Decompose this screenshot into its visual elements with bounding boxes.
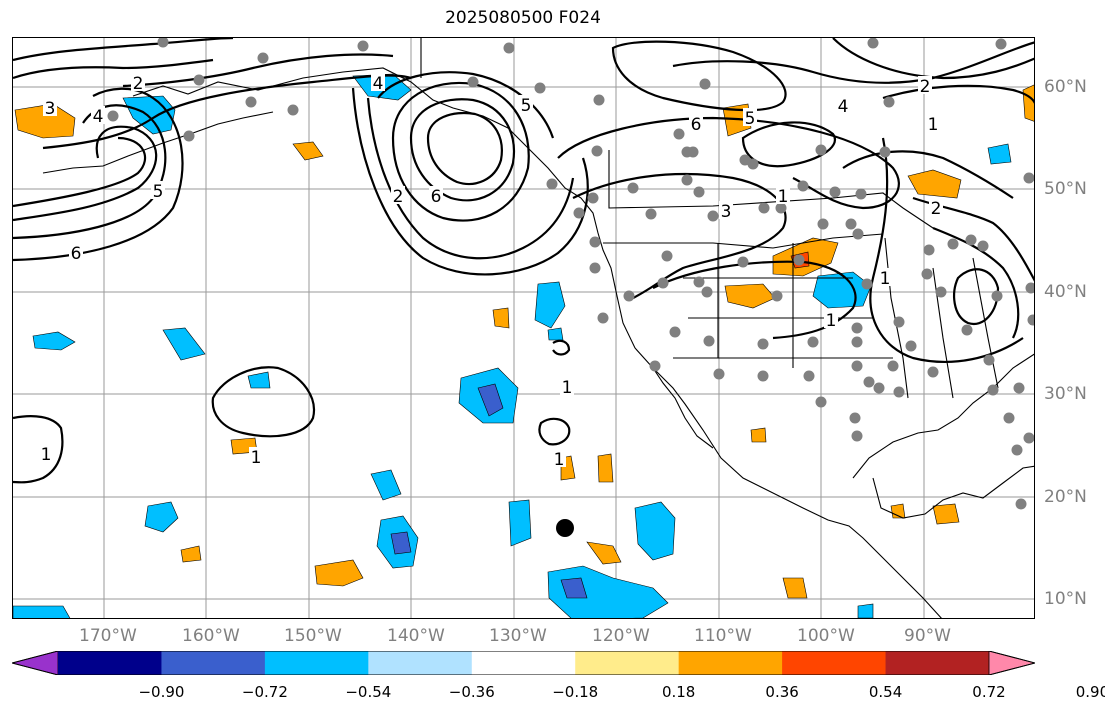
map-panel: 3 4 2 4 5 6 5 4 2 1 5 2 6 3 1 2 6 1 1 1 1 1 1 — [12, 37, 1035, 619]
colorbar-segment — [368, 651, 473, 675]
contour-label-bg — [743, 108, 757, 126]
contour-label-bg — [776, 186, 790, 204]
lon-label: 140°W — [387, 626, 445, 646]
contour-label: 4 — [838, 97, 849, 117]
contour-label: 1 — [880, 269, 891, 289]
contour-label: 1 — [778, 187, 789, 207]
contour-label: 1 — [562, 378, 573, 398]
contour-label: 5 — [153, 182, 164, 202]
colorbar-tick-label: 0.36 — [765, 683, 799, 701]
station-dots — [107, 38, 1034, 510]
contour-label: 4 — [373, 74, 384, 94]
contour-label: 4 — [93, 107, 104, 127]
colorbar-tick-label: −0.90 — [138, 683, 185, 701]
contour-label: 1 — [928, 115, 939, 135]
lon-label: 170°W — [79, 626, 137, 646]
contour-label: 2 — [393, 187, 404, 207]
contour-label: 3 — [721, 202, 732, 222]
contour-label-bg — [69, 243, 83, 261]
contour-label-bg — [560, 377, 574, 395]
colorbar — [12, 651, 1035, 675]
lat-label: 10°N — [1044, 589, 1087, 609]
contour-label-bg — [824, 310, 838, 328]
contour-label: 6 — [431, 187, 442, 207]
contour-label-bg — [552, 449, 566, 467]
contour-label-bg — [43, 98, 57, 116]
contour-label-bg — [91, 106, 105, 124]
colorbar-extend-high — [988, 651, 1035, 675]
graticule — [13, 38, 1034, 618]
colorbar-tick-label: −0.72 — [241, 683, 288, 701]
contour-label-bg — [391, 186, 405, 204]
lon-label: 110°W — [694, 626, 752, 646]
lat-label: 40°N — [1044, 282, 1087, 302]
colorbar-segment — [58, 651, 162, 675]
colorbar-tick-label: −0.18 — [552, 683, 599, 701]
marker-dot — [556, 519, 574, 537]
lon-label: 90°W — [904, 626, 951, 646]
colorbar-tick-label: 0.54 — [868, 683, 903, 701]
contour-label: 6 — [71, 244, 82, 264]
contour-label-bg — [836, 96, 850, 114]
colorbar-segment — [782, 651, 887, 675]
lon-label: 150°W — [284, 626, 342, 646]
contour-label: 2 — [931, 199, 942, 219]
contour-label-bg — [878, 268, 892, 286]
contour-label: 3 — [45, 99, 56, 119]
contour-label-bg — [929, 198, 943, 216]
lat-label: 30°N — [1044, 384, 1087, 404]
contour-label: 2 — [920, 77, 931, 97]
colorbar-tick-label: 0.90 — [1075, 683, 1105, 701]
colorbar-tick-label: −0.36 — [448, 683, 495, 701]
colorbar-segment — [161, 651, 266, 675]
contour-label: 5 — [745, 109, 756, 129]
colorbar-segment — [678, 651, 783, 675]
contour-label-bg — [131, 73, 145, 91]
contour-label: 5 — [521, 96, 532, 116]
lon-label: 120°W — [592, 626, 650, 646]
contour-label-bg — [249, 447, 263, 465]
contour-label-bg — [519, 95, 533, 113]
coastlines — [42, 38, 1034, 618]
contour-label: 1 — [41, 445, 52, 465]
contour-label: 1 — [826, 311, 837, 331]
contour-label-bg — [39, 444, 53, 462]
lat-label: 50°N — [1044, 179, 1087, 199]
lon-label: 130°W — [489, 626, 547, 646]
contour-label: 6 — [691, 115, 702, 135]
map-title: 2025080500 F024 — [445, 8, 601, 28]
height-contours — [13, 38, 1034, 484]
lat-label: 20°N — [1044, 487, 1087, 507]
contour-label-bg — [918, 76, 932, 94]
colorbar-tick-label: −0.54 — [345, 683, 392, 701]
contour-label-bg — [926, 114, 940, 132]
contour-labels: 3 4 2 4 5 6 5 4 2 1 5 2 6 3 1 2 6 1 1 1 1 1 1 — [39, 73, 943, 470]
contour-label: 1 — [554, 450, 565, 470]
lon-label: 100°W — [797, 626, 855, 646]
contour-label-bg — [151, 181, 165, 199]
contour-label-bg — [719, 201, 733, 219]
colorbar-segment — [471, 651, 576, 675]
colorbar-segment — [885, 651, 990, 675]
contour-label-bg — [689, 114, 703, 132]
colorbar-segment — [575, 651, 680, 675]
lon-label: 160°W — [182, 626, 240, 646]
map-canvas: 3 4 2 4 5 6 5 4 2 1 5 2 6 3 1 2 6 1 1 1 1 1 1 — [13, 38, 1034, 618]
colorbar-extend-low — [12, 651, 59, 675]
contour-label-bg — [371, 73, 385, 91]
colorbar-tick-label: 0.72 — [972, 683, 1006, 701]
contour-label: 2 — [133, 74, 144, 94]
colorbar-segment — [264, 651, 369, 675]
contour-label: 1 — [251, 448, 262, 468]
lat-label: 60°N — [1044, 77, 1087, 97]
colorbar-tick-label: 0.18 — [661, 683, 696, 701]
contour-label-bg — [429, 186, 443, 204]
